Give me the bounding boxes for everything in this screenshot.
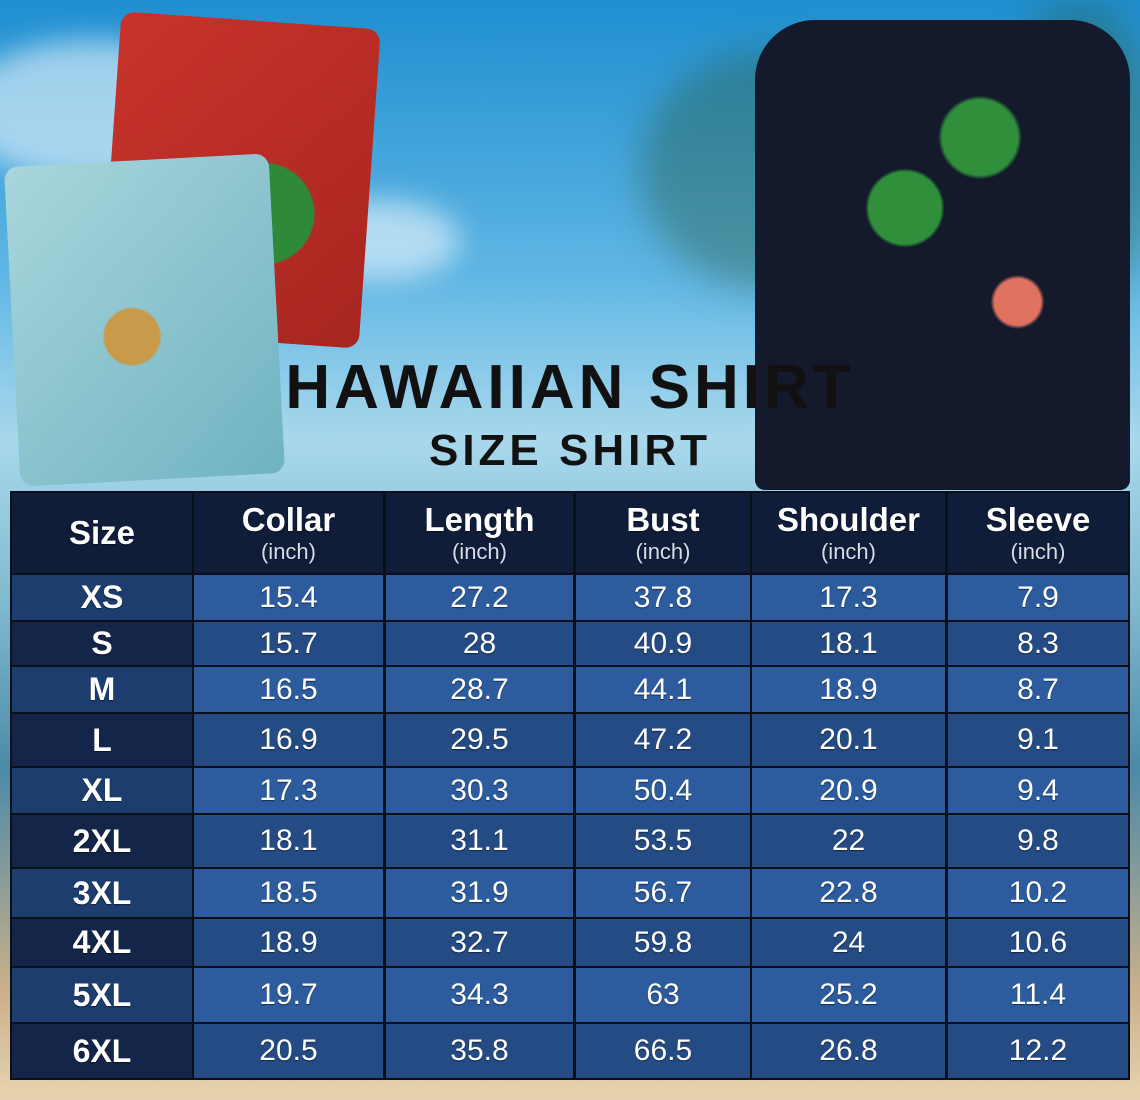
table-cell: 18.9	[194, 919, 383, 966]
size-label: 2XL	[12, 815, 192, 867]
table-cell: 15.7	[194, 622, 383, 665]
table-cell: 10.6	[948, 919, 1128, 966]
table-cell: 16.5	[194, 667, 383, 712]
table-cell: 53.5	[576, 815, 750, 867]
table-cell: 26.8	[752, 1024, 945, 1078]
size-label: 4XL	[12, 919, 192, 966]
size-table: Size Collar (inch) Length (inch) Bust (inch) Sh…	[10, 491, 1130, 1080]
column-unit: (inch)	[260, 539, 316, 564]
table-cell: 9.4	[948, 768, 1128, 813]
table-cell: 47.2	[576, 714, 750, 766]
column-header-size: Size	[12, 493, 192, 573]
column-label: Collar	[241, 501, 336, 538]
table-cell: 18.1	[752, 622, 945, 665]
table-cell: 28	[386, 622, 573, 665]
column-label: Length	[424, 501, 535, 538]
column-header-sleeve: Sleeve (inch)	[948, 493, 1128, 573]
table-cell: 56.7	[576, 869, 750, 917]
page-subtitle: SIZE SHIRT	[428, 426, 712, 475]
table-cell: 9.8	[948, 815, 1128, 867]
table-cell: 7.9	[948, 575, 1128, 620]
table-cell: 31.9	[386, 869, 573, 917]
table-cell: 66.5	[576, 1024, 750, 1078]
table-cell: 44.1	[576, 667, 750, 712]
table-cell: 32.7	[386, 919, 573, 966]
table-cell: 29.5	[386, 714, 573, 766]
table-cell: 27.2	[386, 575, 573, 620]
table-cell: 50.4	[576, 768, 750, 813]
table-cell: 16.9	[194, 714, 383, 766]
table-cell: 22	[752, 815, 945, 867]
table-cell: 8.3	[948, 622, 1128, 665]
column-unit: (inch)	[635, 539, 691, 564]
table-cell: 9.1	[948, 714, 1128, 766]
table-cell: 10.2	[948, 869, 1128, 917]
table-cell: 24	[752, 919, 945, 966]
table-cell: 12.2	[948, 1024, 1128, 1078]
table-cell: 15.4	[194, 575, 383, 620]
table-cell: 37.8	[576, 575, 750, 620]
size-label: 3XL	[12, 869, 192, 917]
table-cell: 18.9	[752, 667, 945, 712]
table-cell: 17.3	[194, 768, 383, 813]
column-header-collar: Collar (inch)	[194, 493, 383, 573]
table-cell: 17.3	[752, 575, 945, 620]
table-cell: 63	[576, 968, 750, 1022]
table-cell: 28.7	[386, 667, 573, 712]
column-label: Size	[68, 514, 136, 551]
table-cell: 18.1	[194, 815, 383, 867]
table-cell: 20.1	[752, 714, 945, 766]
table-cell: 30.3	[386, 768, 573, 813]
column-label: Bust	[626, 501, 700, 538]
table-cell: 20.9	[752, 768, 945, 813]
table-cell: 25.2	[752, 968, 945, 1022]
table-cell: 19.7	[194, 968, 383, 1022]
page-title: HAWAIIAN SHIRT	[285, 353, 855, 422]
table-cell: 35.8	[386, 1024, 573, 1078]
table-cell: 31.1	[386, 815, 573, 867]
size-label: XL	[12, 768, 192, 813]
column-header-shoulder: Shoulder (inch)	[752, 493, 945, 573]
column-header-length: Length (inch)	[386, 493, 573, 573]
column-unit: (inch)	[820, 539, 876, 564]
size-label: 6XL	[12, 1024, 192, 1078]
table-cell: 22.8	[752, 869, 945, 917]
column-unit: (inch)	[451, 539, 507, 564]
size-label: L	[12, 714, 192, 766]
column-label: Shoulder	[776, 501, 920, 538]
size-label: XS	[12, 575, 192, 620]
flamingo-shirt-model-image	[755, 20, 1130, 490]
column-label: Sleeve	[985, 501, 1091, 538]
table-cell: 11.4	[948, 968, 1128, 1022]
table-cell: 20.5	[194, 1024, 383, 1078]
column-unit: (inch)	[1010, 539, 1066, 564]
table-cell: 18.5	[194, 869, 383, 917]
size-label: 5XL	[12, 968, 192, 1022]
table-cell: 8.7	[948, 667, 1128, 712]
table-cell: 34.3	[386, 968, 573, 1022]
size-label: S	[12, 622, 192, 665]
size-label: M	[12, 667, 192, 712]
table-cell: 59.8	[576, 919, 750, 966]
column-header-bust: Bust (inch)	[576, 493, 750, 573]
table-cell: 40.9	[576, 622, 750, 665]
